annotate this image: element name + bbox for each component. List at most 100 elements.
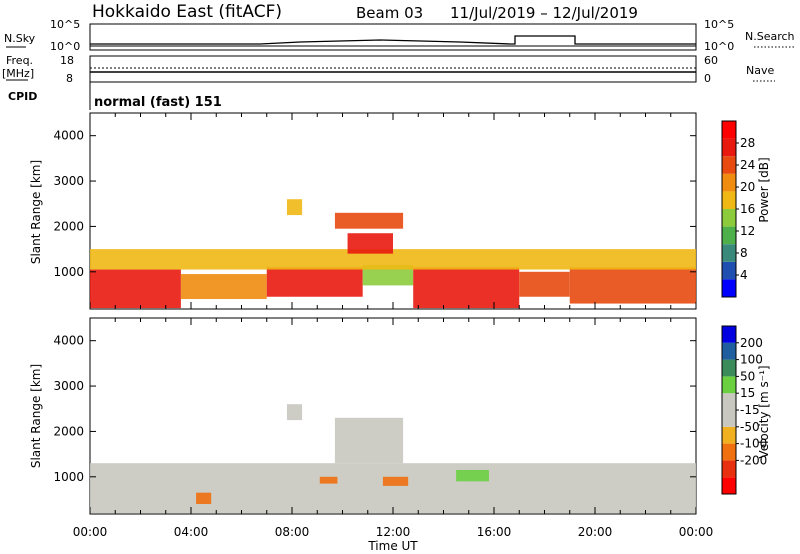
vel-region-4 <box>456 469 489 482</box>
nsky-label: N.Sky <box>4 32 36 45</box>
power-region-0 <box>90 269 181 309</box>
power-colorbar-swatch-7 <box>722 156 736 174</box>
velocity-ylabel: Slant Range [km] <box>29 364 43 468</box>
vel-colorbar-label-2: 50 <box>740 369 755 383</box>
power-axis: 1000 2000 3000 4000 <box>53 113 697 309</box>
vel-colorbar-label-6: -100 <box>740 437 767 451</box>
power-region-2 <box>266 267 363 297</box>
vel-ytick-label-3: 4000 <box>53 334 84 348</box>
power-region-3 <box>362 264 414 286</box>
vel-ytick-label-1: 2000 <box>53 424 84 438</box>
x-tick-label-0: 00:00 <box>73 525 108 539</box>
beam-label: Beam 03 <box>356 4 423 22</box>
nave-tick-low: 0 <box>704 72 711 85</box>
nave-label: Nave <box>746 64 774 77</box>
x-tick-label-1: 04:00 <box>174 525 209 539</box>
velocity-axis: 1000 2000 3000 4000 <box>53 318 697 514</box>
power-region-10 <box>286 199 303 216</box>
power-colorbar-swatch-4 <box>722 209 736 227</box>
power-ytick-label-0: 1000 <box>53 265 84 279</box>
power-ytick-label-2: 3000 <box>53 174 84 188</box>
power-colorbar-swatch-5 <box>722 191 736 209</box>
freq-unit: [MHz] <box>2 67 34 80</box>
power-colorbar-swatch-6 <box>722 173 736 192</box>
vel-colorbar-swatch-7 <box>722 359 736 377</box>
nsky-tick-low: 10^0 <box>50 40 80 53</box>
nsky-panel <box>89 23 697 51</box>
power-colorbar-swatch-8 <box>722 138 736 157</box>
freq-tick-low: 8 <box>66 72 73 85</box>
power-colorbar-label: Power [dB] <box>757 157 771 222</box>
cpid-mode: normal (fast) 151 <box>94 95 222 110</box>
power-colorbar-swatch-2 <box>722 244 736 262</box>
power-colorbar-label-6: 28 <box>740 136 755 150</box>
vel-region-6 <box>319 476 338 484</box>
vel-colorbar-swatch-6 <box>722 376 736 394</box>
freq-tick-high: 18 <box>60 54 74 67</box>
power-panel: 1000 2000 3000 4000 Slant Range [km] 4 8 12 16… <box>29 112 771 310</box>
power-region-9 <box>347 233 393 254</box>
power-colorbar-swatch-9 <box>722 121 736 139</box>
nave-tick-high: 60 <box>704 54 718 67</box>
vel-colorbar-label-1: 100 <box>740 353 763 367</box>
time-axis: 00:00 04:00 08:00 12:00 16:00 20:00 00:00 <box>73 525 714 539</box>
vel-colorbar-swatch-5 <box>722 393 736 410</box>
power-region-4 <box>413 267 520 309</box>
vel-colorbar-label-3: 15 <box>740 386 755 400</box>
power-ytick-label-1: 2000 <box>53 219 84 233</box>
power-ylabel: Slant Range [km] <box>29 160 43 264</box>
nsearch-label: N.Search <box>745 30 795 43</box>
vel-colorbar-label-5: -50 <box>740 420 760 434</box>
power-region-5 <box>519 271 570 297</box>
power-colorbar-label-4: 20 <box>740 180 755 194</box>
velocity-colorbar-label: Velocity [m s⁻¹] <box>757 365 771 458</box>
vel-ytick-label-0: 1000 <box>53 470 84 484</box>
time-axis-label: Time UT <box>367 539 418 553</box>
x-tick-label-4: 16:00 <box>477 525 512 539</box>
power-colorbar-label-0: 4 <box>740 268 748 282</box>
power-region-1 <box>180 274 267 300</box>
site-title: Hokkaido East (fitACF) <box>92 2 282 22</box>
power-region-6 <box>569 267 696 304</box>
power-colorbar-label-5: 24 <box>740 158 755 172</box>
x-tick-label-6: 00:00 <box>679 525 714 539</box>
nsky-trace <box>90 35 696 45</box>
nsearch-tick-low: 10^0 <box>704 40 734 53</box>
date-range: 11/Jul/2019 – 12/Jul/2019 <box>450 4 638 22</box>
freq-panel <box>89 55 697 83</box>
vel-region-0 <box>90 463 696 514</box>
power-colorbar-label-2: 12 <box>740 224 755 238</box>
power-colorbar-swatch-1 <box>722 261 736 280</box>
vel-colorbar-swatch-3 <box>722 426 736 444</box>
x-tick-label-3: 12:00 <box>376 525 411 539</box>
vel-colorbar-swatch-2 <box>722 443 736 461</box>
power-marks <box>90 199 696 309</box>
power-colorbar: 4 8 12 16 20 24 28 <box>721 120 755 298</box>
nsky-tick-high: 10^5 <box>50 18 80 31</box>
vel-colorbar-swatch-4 <box>722 410 736 427</box>
vel-region-2 <box>286 404 303 421</box>
vel-colorbar-swatch-9 <box>722 326 736 343</box>
power-colorbar-label-1: 8 <box>740 246 748 260</box>
vel-colorbar-label-7: -200 <box>740 453 767 467</box>
vel-ytick-label-2: 3000 <box>53 379 84 393</box>
velocity-colorbar: 200 100 50 15 -15 -50 -100 -200 <box>721 325 767 495</box>
vel-colorbar-swatch-0 <box>722 477 736 494</box>
vel-region-1 <box>334 417 404 464</box>
vel-region-3 <box>382 476 409 486</box>
x-tick-label-5: 20:00 <box>578 525 613 539</box>
freq-label: Freq. <box>6 54 33 67</box>
power-region-7 <box>90 249 696 270</box>
nsearch-tick-high: 10^5 <box>704 18 734 31</box>
vel-colorbar-label-4: -15 <box>740 403 760 417</box>
power-colorbar-swatch-0 <box>722 279 736 297</box>
vel-colorbar-swatch-8 <box>722 342 736 360</box>
power-ytick-label-3: 4000 <box>53 129 84 143</box>
power-colorbar-swatch-3 <box>722 226 736 245</box>
vel-colorbar-swatch-1 <box>722 460 736 478</box>
vel-colorbar-label-0: 200 <box>740 336 763 350</box>
vel-region-5 <box>196 492 212 505</box>
power-colorbar-label-3: 16 <box>740 202 755 216</box>
velocity-marks <box>90 404 696 514</box>
